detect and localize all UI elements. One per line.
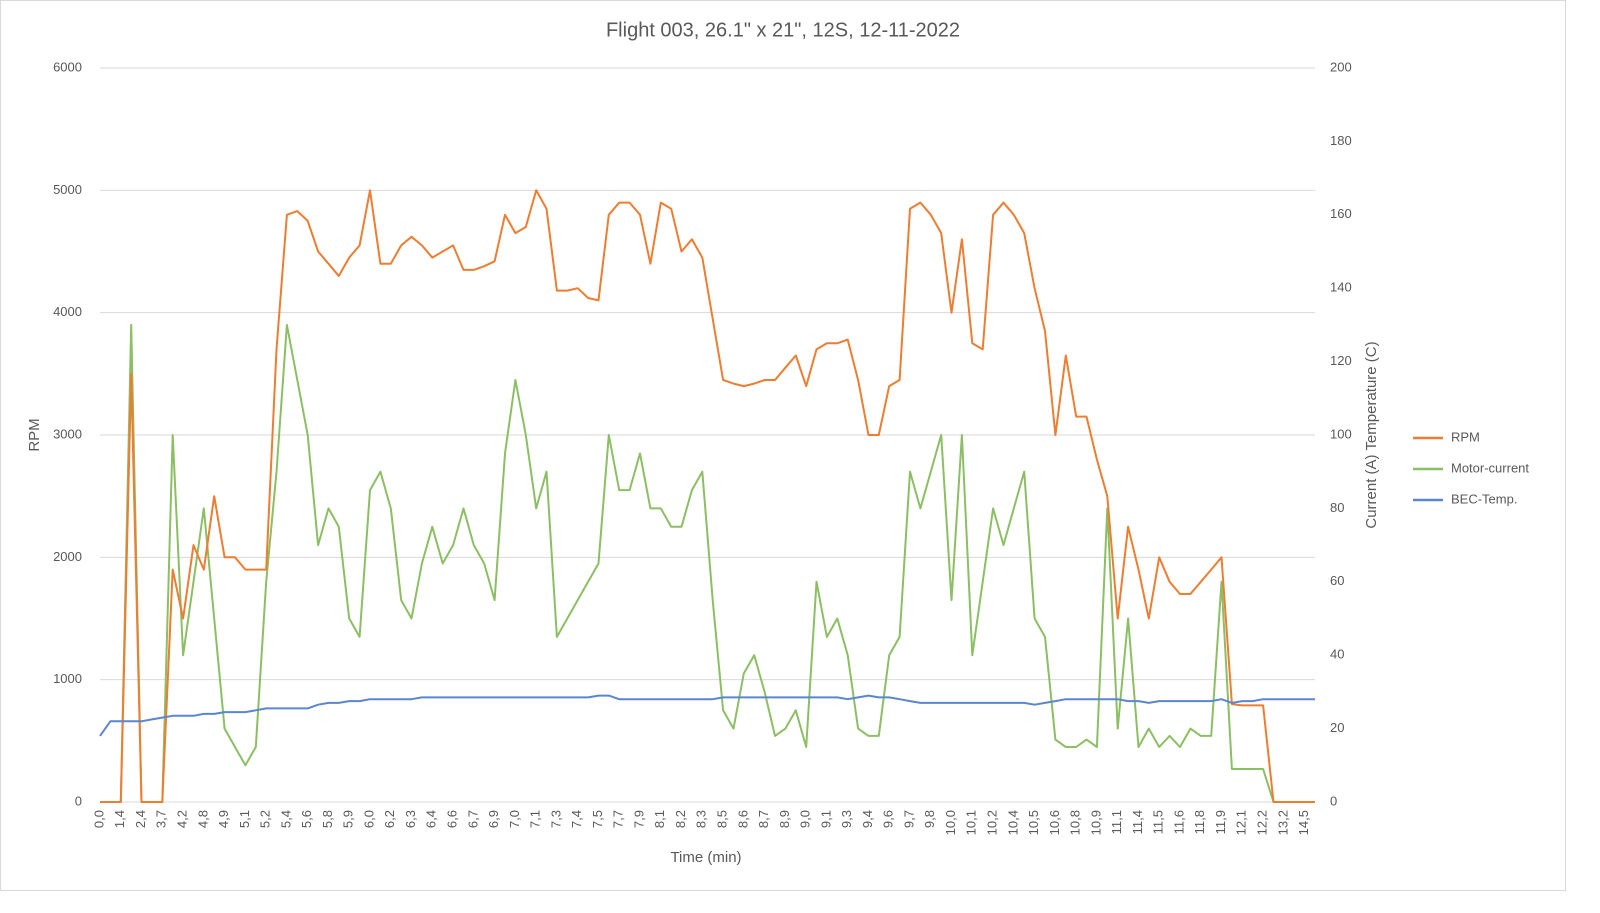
x-tick-label: 10,0 bbox=[943, 810, 958, 835]
y2-tick-label: 180 bbox=[1330, 133, 1352, 148]
x-tick-label: 3,7 bbox=[154, 810, 169, 828]
chart-title: Flight 003, 26.1" x 21", 12S, 12-11-2022 bbox=[606, 19, 960, 41]
x-tick-label: 6,2 bbox=[382, 810, 397, 828]
y2-tick-label: 40 bbox=[1330, 647, 1344, 662]
x-tick-label: 0,0 bbox=[91, 810, 106, 828]
x-tick-label: 9,0 bbox=[798, 810, 813, 828]
x-tick-label: 9,1 bbox=[818, 810, 833, 828]
x-tick-label: 11,1 bbox=[1109, 810, 1124, 834]
y-tick-label: 6000 bbox=[53, 59, 82, 74]
x-tick-label: 7,5 bbox=[590, 810, 605, 828]
x-tick-label: 6,3 bbox=[403, 810, 418, 828]
x-tick-label: 11,4 bbox=[1130, 810, 1145, 834]
x-tick-label: 5,1 bbox=[237, 810, 252, 828]
x-tick-label: 7,4 bbox=[569, 810, 584, 828]
x-tick-label: 10,1 bbox=[964, 810, 979, 835]
y2-tick-label: 160 bbox=[1330, 206, 1352, 221]
x-tick-label: 6,7 bbox=[465, 810, 480, 828]
x-tick-label: 9,4 bbox=[860, 810, 875, 828]
x-tick-label: 6,6 bbox=[445, 810, 460, 828]
x-tick-label: 6,4 bbox=[424, 810, 439, 828]
x-tick-label: 12,1 bbox=[1234, 810, 1249, 835]
y2-tick-label: 200 bbox=[1330, 59, 1352, 74]
x-tick-label: 7,9 bbox=[631, 810, 646, 828]
x-tick-label: 12,2 bbox=[1255, 810, 1270, 835]
x-tick-label: 5,8 bbox=[320, 810, 335, 828]
x-tick-label: 10,9 bbox=[1088, 810, 1103, 835]
y-tick-label: 3000 bbox=[53, 426, 82, 441]
x-tick-label: 14,5 bbox=[1296, 810, 1311, 835]
x-tick-label: 9,6 bbox=[881, 810, 896, 828]
y-tick-label: 0 bbox=[75, 793, 82, 808]
x-tick-label: 1,4 bbox=[112, 810, 127, 828]
x-tick-label: 5,9 bbox=[341, 810, 356, 828]
y-tick-label: 2000 bbox=[53, 549, 82, 564]
x-tick-label: 10,6 bbox=[1047, 810, 1062, 835]
y2-tick-label: 80 bbox=[1330, 500, 1344, 515]
series-line bbox=[100, 323, 1315, 803]
x-tick-label: 6,9 bbox=[486, 810, 501, 828]
series-line bbox=[99, 694, 1315, 737]
x-tick-label: 8,1 bbox=[652, 810, 667, 828]
x-tick-label: 9,7 bbox=[901, 810, 916, 828]
chart-border bbox=[0, 0, 1566, 891]
y2-axis-label: Current (A) Temperature (C) bbox=[1363, 341, 1380, 528]
x-tick-label: 7,0 bbox=[507, 810, 522, 828]
y-tick-label: 4000 bbox=[53, 304, 82, 319]
y2-tick-label: 100 bbox=[1330, 426, 1352, 441]
series-line bbox=[100, 189, 1315, 803]
y2-tick-label: 0 bbox=[1330, 793, 1337, 808]
x-tick-label: 8,3 bbox=[694, 810, 709, 828]
x-tick-label: 7,3 bbox=[548, 810, 563, 828]
x-tick-label: 4,8 bbox=[195, 810, 210, 828]
x-tick-label: 2,4 bbox=[133, 810, 148, 828]
x-tick-label: 7,7 bbox=[611, 810, 626, 828]
x-tick-label: 5,6 bbox=[299, 810, 314, 828]
y-axis-label: RPM bbox=[26, 418, 43, 451]
x-tick-label: 5,2 bbox=[258, 810, 273, 828]
x-tick-label: 7,1 bbox=[528, 810, 543, 828]
x-tick-label: 11,9 bbox=[1213, 810, 1228, 834]
x-tick-label: 11,5 bbox=[1151, 810, 1166, 834]
x-tick-label: 10,2 bbox=[985, 810, 1000, 835]
x-tick-label: 10,4 bbox=[1005, 810, 1020, 835]
x-tick-label: 4,9 bbox=[216, 810, 231, 828]
x-tick-label: 9,3 bbox=[839, 810, 854, 828]
legend-label: Motor-current bbox=[1451, 460, 1529, 475]
y2-tick-label: 140 bbox=[1330, 280, 1352, 295]
x-tick-label: 8,9 bbox=[777, 810, 792, 828]
y2-tick-label: 120 bbox=[1330, 353, 1352, 368]
y-tick-label: 5000 bbox=[53, 182, 82, 197]
x-tick-label: 11,6 bbox=[1171, 810, 1186, 834]
x-tick-label: 8,5 bbox=[715, 810, 730, 828]
x-tick-label: 10,5 bbox=[1026, 810, 1041, 835]
x-tick-label: 13,2 bbox=[1275, 810, 1290, 835]
legend-label: BEC-Temp. bbox=[1451, 491, 1517, 506]
x-tick-label: 8,2 bbox=[673, 810, 688, 828]
legend-label: RPM bbox=[1451, 429, 1480, 444]
x-tick-label: 6,0 bbox=[361, 810, 376, 828]
y2-tick-label: 60 bbox=[1330, 573, 1344, 588]
x-axis-label: Time (min) bbox=[670, 849, 741, 866]
x-tick-label: 8,6 bbox=[735, 810, 750, 828]
x-tick-label: 8,7 bbox=[756, 810, 771, 828]
x-tick-label: 9,8 bbox=[922, 810, 937, 828]
y2-tick-label: 20 bbox=[1330, 720, 1344, 735]
x-tick-label: 11,8 bbox=[1192, 810, 1207, 834]
y-tick-label: 1000 bbox=[53, 671, 82, 686]
x-tick-label: 5,4 bbox=[278, 810, 293, 828]
x-tick-label: 10,8 bbox=[1068, 810, 1083, 835]
x-tick-label: 4,2 bbox=[175, 810, 190, 828]
